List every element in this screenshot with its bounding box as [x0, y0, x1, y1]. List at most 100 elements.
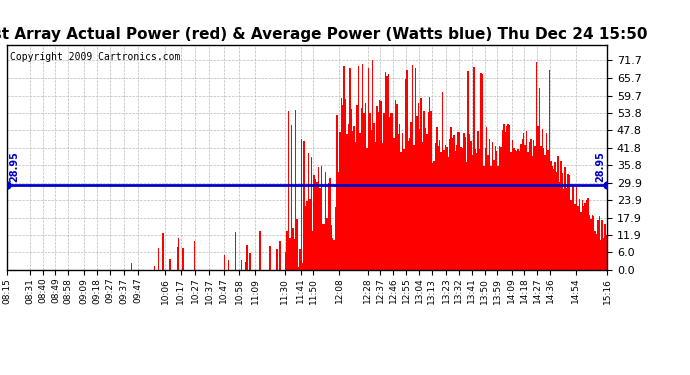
Bar [566, 188, 567, 270]
Bar [556, 172, 558, 270]
Bar [579, 199, 580, 270]
Bar [308, 153, 309, 270]
Bar [460, 147, 462, 270]
Bar [245, 262, 246, 270]
Bar [342, 105, 344, 270]
Bar [602, 220, 603, 270]
Bar [312, 231, 313, 270]
Bar [194, 241, 195, 270]
Bar [397, 134, 399, 270]
Bar [355, 142, 356, 270]
Bar [235, 232, 237, 270]
Bar [553, 170, 555, 270]
Bar [366, 148, 368, 270]
Bar [288, 111, 289, 270]
Bar [453, 135, 455, 270]
Bar [549, 70, 550, 270]
Bar [539, 87, 540, 270]
Bar [325, 172, 326, 270]
Bar [520, 144, 522, 270]
Bar [351, 110, 352, 270]
Bar [433, 161, 435, 270]
Bar [513, 148, 515, 270]
Bar [578, 206, 579, 270]
Bar [162, 233, 164, 270]
Bar [316, 182, 317, 270]
Bar [306, 201, 308, 270]
Bar [413, 145, 415, 270]
Bar [595, 234, 598, 270]
Bar [344, 66, 345, 270]
Bar [496, 151, 497, 270]
Bar [423, 111, 424, 270]
Bar [386, 76, 388, 270]
Bar [345, 99, 346, 270]
Bar [449, 139, 451, 270]
Bar [170, 259, 171, 270]
Bar [442, 92, 443, 270]
Bar [446, 147, 448, 270]
Bar [412, 64, 413, 270]
Bar [409, 138, 411, 270]
Bar [329, 178, 331, 270]
Bar [349, 68, 351, 270]
Bar [456, 145, 457, 270]
Bar [298, 267, 299, 270]
Bar [402, 133, 403, 270]
Bar [533, 140, 535, 270]
Bar [435, 144, 436, 270]
Bar [477, 131, 479, 270]
Bar [516, 152, 518, 270]
Bar [352, 131, 353, 270]
Bar [604, 224, 606, 270]
Bar [564, 167, 566, 270]
Bar [606, 235, 607, 270]
Bar [393, 138, 395, 270]
Bar [479, 149, 480, 270]
Bar [353, 126, 355, 270]
Bar [369, 113, 371, 270]
Bar [476, 153, 477, 270]
Bar [321, 166, 322, 270]
Bar [365, 102, 366, 270]
Bar [599, 216, 600, 270]
Bar [178, 238, 179, 270]
Bar [580, 211, 582, 270]
Title: West Array Actual Power (red) & Average Power (Watts blue) Thu Dec 24 15:50: West Array Actual Power (red) & Average … [0, 27, 648, 42]
Bar [422, 142, 423, 270]
Bar [538, 126, 539, 270]
Bar [332, 238, 333, 270]
Bar [555, 162, 556, 270]
Bar [373, 123, 375, 270]
Bar [429, 97, 431, 270]
Bar [424, 128, 426, 270]
Bar [483, 166, 484, 270]
Bar [530, 139, 531, 270]
Bar [411, 122, 412, 270]
Bar [341, 99, 342, 270]
Bar [543, 148, 544, 270]
Bar [546, 133, 547, 270]
Bar [547, 150, 549, 270]
Bar [336, 115, 337, 270]
Bar [582, 200, 583, 270]
Bar [269, 246, 270, 270]
Bar [439, 140, 440, 270]
Bar [301, 139, 302, 270]
Bar [462, 148, 463, 270]
Bar [406, 70, 408, 270]
Bar [241, 260, 242, 270]
Bar [471, 141, 472, 270]
Bar [489, 140, 491, 270]
Bar [419, 129, 420, 270]
Bar [529, 142, 530, 270]
Bar [388, 74, 389, 270]
Bar [259, 231, 261, 270]
Bar [372, 60, 373, 270]
Bar [448, 157, 449, 270]
Bar [475, 148, 476, 270]
Bar [570, 200, 571, 270]
Text: 28.95: 28.95 [9, 152, 19, 183]
Bar [384, 113, 385, 270]
Bar [246, 245, 248, 270]
